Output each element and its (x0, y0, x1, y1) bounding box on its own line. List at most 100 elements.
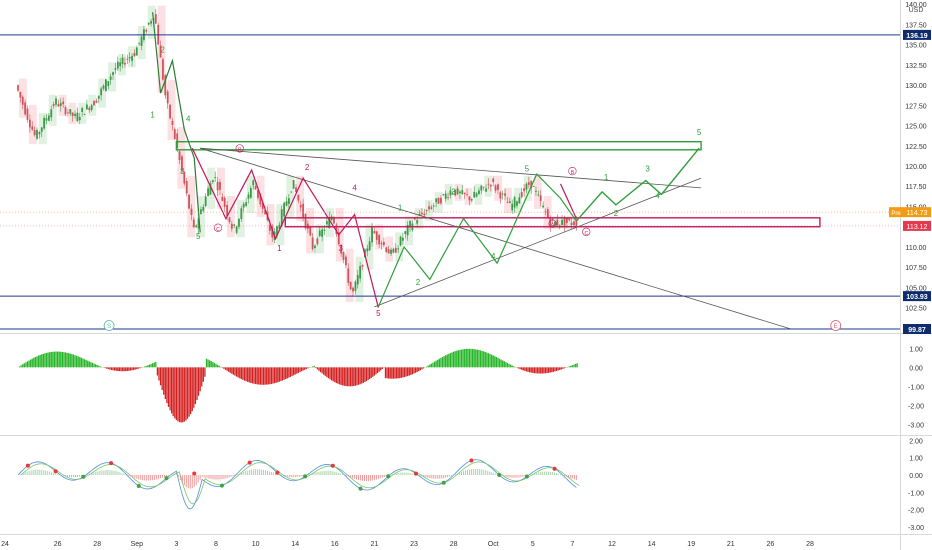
candle-body (259, 193, 262, 205)
candle-body (247, 194, 250, 199)
wave-label-green: 2 (416, 278, 421, 287)
candle-body (340, 244, 343, 254)
candle-body (482, 186, 485, 188)
candle-body (447, 196, 449, 198)
candle-body (40, 127, 43, 132)
candle-body (352, 287, 354, 292)
wave-label-red: C (584, 231, 588, 237)
level-price-box (903, 324, 931, 335)
marker-label: E (834, 324, 838, 330)
candle-body (45, 118, 48, 121)
candle-body (561, 219, 564, 225)
candle-body (264, 210, 267, 215)
candle-body (549, 218, 552, 228)
price-tick-label: 130.00 (905, 83, 927, 90)
candle-body (235, 226, 238, 233)
wave-label-green: 3 (451, 187, 456, 196)
candle-body (59, 103, 62, 107)
candle-body (192, 219, 195, 228)
candle-body (276, 226, 278, 236)
candle-body (380, 243, 383, 245)
candle-body (138, 42, 141, 44)
oscillator-signal-dot (109, 461, 114, 466)
candle-body (38, 132, 41, 135)
candle-body (323, 229, 326, 231)
candle-body (383, 241, 385, 246)
candle-range (98, 78, 107, 108)
wave-label-circle (213, 223, 223, 232)
candle-body (252, 180, 255, 186)
level-price-label: 99.87 (908, 327, 926, 334)
price-tick-label: 117.50 (906, 184, 927, 191)
candle-body (570, 222, 573, 225)
oscillator-signal-dot (25, 463, 30, 468)
price-tick-label: 132.50 (905, 63, 927, 70)
candle-range (28, 104, 37, 145)
candle-body (366, 248, 369, 252)
wave-label-green: 4 (655, 191, 660, 200)
red-wave-path (559, 183, 577, 219)
candle-body (459, 191, 461, 194)
candle-body (131, 55, 133, 61)
candle-body (166, 91, 169, 104)
candle-body (271, 226, 274, 238)
candle-body (409, 221, 411, 228)
candle-body (238, 218, 240, 227)
candle-body (100, 88, 103, 96)
candle-body (114, 68, 117, 70)
candle-body (551, 218, 554, 220)
wave-label-red: C (216, 227, 220, 233)
time-tick-label: 3 (174, 541, 178, 548)
price-tick-label: 107.50 (905, 265, 927, 272)
candle-body (575, 220, 578, 227)
time-tick-label: 28 (450, 541, 458, 548)
candle-body (74, 113, 76, 116)
candle-body (402, 237, 404, 241)
candle-body (494, 185, 497, 191)
green-wave-path (377, 173, 577, 308)
candle-body (219, 182, 221, 190)
candle-body (257, 189, 259, 198)
level-price-box (903, 29, 931, 40)
oscillator-signal-dot (441, 480, 446, 485)
candle-range (316, 224, 324, 254)
candle-body (356, 274, 359, 285)
oscillator-d-line (20, 461, 580, 505)
candle-body (539, 195, 542, 201)
candle-range (38, 112, 47, 145)
candle-body (302, 203, 305, 218)
candle-range (58, 94, 67, 116)
candle-body (487, 183, 490, 185)
candle-range (444, 183, 453, 205)
candle-body (112, 72, 114, 76)
marker-circle (103, 320, 115, 331)
time-tick-label: 16 (331, 541, 339, 548)
candle-body (456, 188, 459, 195)
candle-body (430, 207, 433, 209)
candle-body (520, 192, 523, 198)
candle-body (349, 281, 352, 290)
oscillator-tick-label: -1.00 (908, 490, 924, 497)
candle-body (404, 231, 407, 235)
candle-body (444, 193, 447, 199)
candle-body (399, 236, 402, 246)
candle-range (197, 195, 206, 238)
candle-body (368, 241, 371, 251)
candle-body (226, 204, 228, 217)
candle-body (200, 209, 202, 215)
pre-tag-label: Pre (891, 211, 901, 217)
candle-range (217, 167, 225, 209)
candle-body (240, 208, 243, 219)
candle-body (52, 104, 55, 106)
candle-body (154, 14, 157, 24)
candle-body (523, 188, 525, 192)
oscillator-signal-dot (136, 483, 141, 488)
oscillator-signal-dot (81, 474, 86, 479)
candle-body (387, 249, 390, 254)
oscillator-panel (17, 458, 580, 510)
candle-body (26, 108, 29, 120)
wave-label-green: 3 (645, 165, 650, 174)
price-tick-label: 120.00 (905, 164, 927, 171)
wave-label-green: 2 (614, 209, 619, 218)
